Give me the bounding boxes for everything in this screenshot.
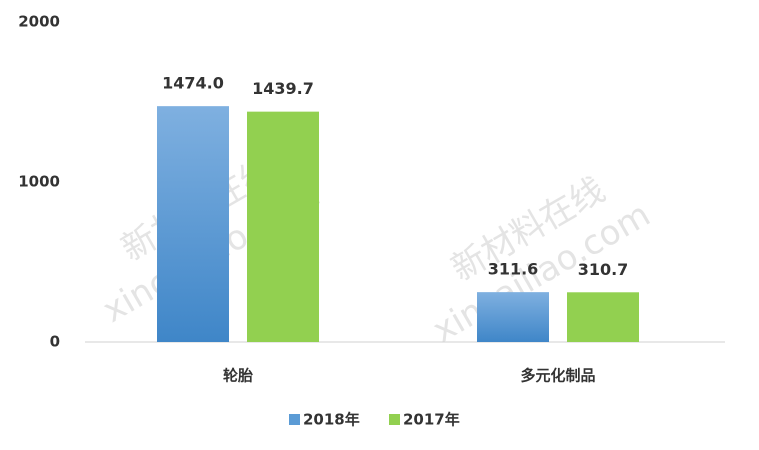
legend-swatch [289, 414, 300, 425]
y-tick-label: 2000 [18, 13, 60, 31]
legend-label: 2018年 [303, 411, 360, 429]
x-tick-label: 轮胎 [223, 367, 253, 385]
data-label: 310.7 [578, 260, 629, 279]
y-tick-label: 1000 [18, 173, 60, 191]
bar [247, 111, 319, 342]
data-label: 1474.0 [162, 74, 224, 93]
bar [567, 292, 639, 342]
bar [157, 106, 229, 342]
x-tick-label: 多元化制品 [520, 367, 595, 385]
legend-label: 2017年 [403, 411, 460, 429]
data-label: 1439.7 [252, 79, 314, 98]
data-label: 311.6 [488, 260, 539, 279]
bar [477, 292, 549, 342]
y-tick-label: 0 [50, 333, 60, 351]
legend-swatch [389, 414, 400, 425]
